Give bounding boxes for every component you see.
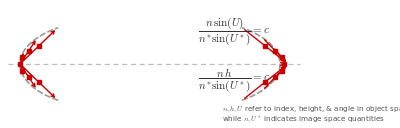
Text: $n,h,U$ refer to index, height, & angle in object space,
while $n,U^*$ indicates: $n,h,U$ refer to index, height, & angle … (222, 104, 400, 125)
Text: $\dfrac{n\,h}{n^*\!\sin(U^*)} = c$: $\dfrac{n\,h}{n^*\!\sin(U^*)} = c$ (198, 67, 270, 94)
Text: $\dfrac{n\,\sin(U)}{n^*\!\sin(U^*)} = c$: $\dfrac{n\,\sin(U)}{n^*\!\sin(U^*)} = c$ (198, 15, 270, 47)
